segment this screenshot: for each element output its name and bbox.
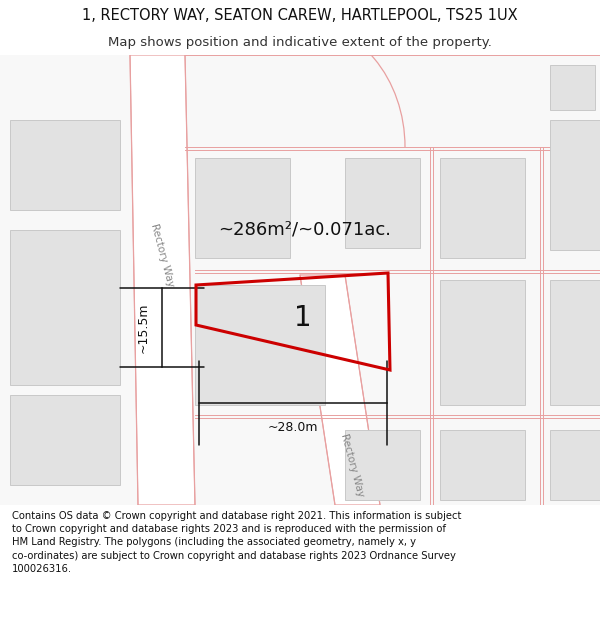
Text: Rectory Way: Rectory Way [339,432,365,498]
Text: ~286m²/~0.071ac.: ~286m²/~0.071ac. [218,221,392,239]
Bar [195,158,290,258]
Text: 1: 1 [293,304,311,332]
Text: 1, RECTORY WAY, SEATON CAREW, HARTLEPOOL, TS25 1UX: 1, RECTORY WAY, SEATON CAREW, HARTLEPOOL… [82,8,518,23]
Bar [550,65,595,110]
Bar [440,430,525,500]
Bar [345,158,420,248]
Bar [10,120,120,210]
Bar [550,430,600,500]
Text: Contains OS data © Crown copyright and database right 2021. This information is : Contains OS data © Crown copyright and d… [12,511,461,574]
Bar [440,158,525,258]
Bar [550,280,600,405]
Text: Rectory Way: Rectory Way [149,222,175,288]
Bar [195,285,325,405]
Bar [10,395,120,485]
Text: Map shows position and indicative extent of the property.: Map shows position and indicative extent… [108,36,492,49]
Bar [345,430,420,500]
Bar [440,280,525,405]
Text: ~15.5m: ~15.5m [137,302,150,352]
Polygon shape [300,275,380,505]
Polygon shape [130,55,195,505]
Text: ~28.0m: ~28.0m [268,421,318,434]
Bar [10,230,120,385]
Bar [550,120,600,250]
